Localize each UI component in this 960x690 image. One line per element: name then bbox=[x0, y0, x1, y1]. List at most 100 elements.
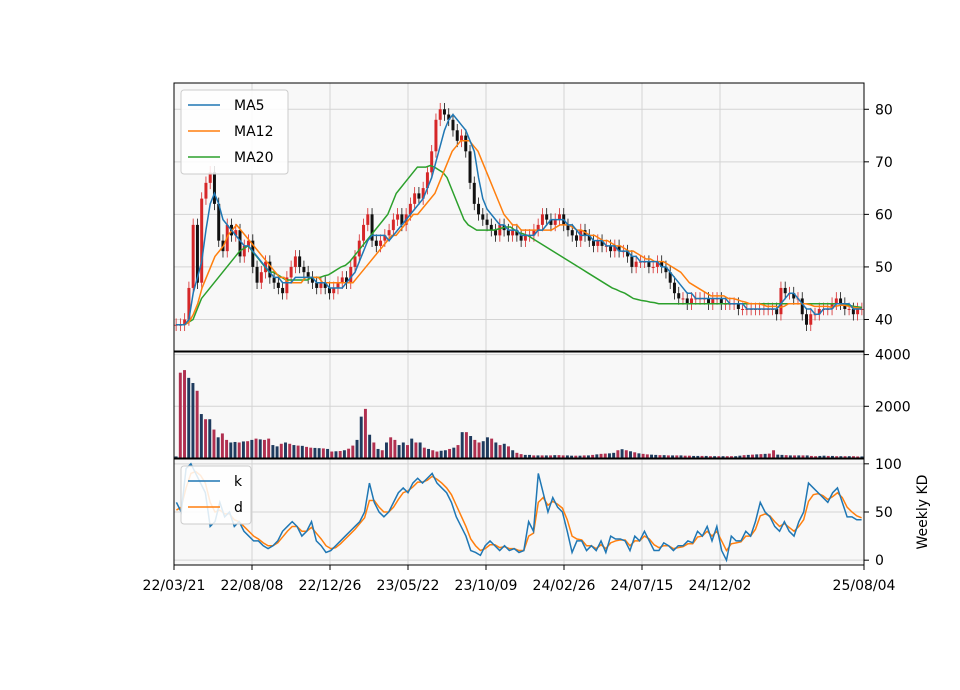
candle-body bbox=[477, 203, 481, 215]
volume-bar bbox=[187, 377, 191, 458]
volume-bar bbox=[553, 455, 557, 458]
candle-body bbox=[741, 308, 745, 310]
volume-bar bbox=[595, 454, 599, 458]
volume-bar bbox=[418, 442, 422, 458]
price-y-tick-label: 50 bbox=[875, 260, 893, 276]
volume-bar bbox=[204, 419, 208, 458]
volume-bar bbox=[822, 455, 826, 458]
candle-body bbox=[634, 261, 638, 267]
candle-body bbox=[609, 245, 613, 252]
x-tick-label: 23/10/09 bbox=[455, 578, 518, 594]
volume-bar bbox=[713, 456, 717, 458]
candle-body bbox=[549, 219, 553, 225]
candle-body bbox=[489, 224, 493, 231]
volume-bar bbox=[300, 445, 304, 458]
candle-body bbox=[464, 135, 468, 152]
price-y-tick-label: 80 bbox=[875, 102, 893, 118]
candle-body bbox=[523, 235, 527, 241]
volume-bar bbox=[384, 442, 388, 458]
candle-body bbox=[690, 298, 693, 304]
candle-body bbox=[575, 235, 578, 241]
candle-body bbox=[468, 151, 472, 183]
volume-bar bbox=[666, 455, 670, 458]
d-line bbox=[176, 470, 862, 552]
volume-bar bbox=[208, 419, 212, 458]
price-y-tick-label: 40 bbox=[875, 312, 893, 328]
volume-bar bbox=[633, 452, 637, 458]
volume-bar bbox=[347, 448, 351, 458]
kd-lines bbox=[175, 462, 862, 563]
candle-body bbox=[613, 245, 617, 252]
volume-bar bbox=[683, 455, 687, 458]
volume-bar bbox=[624, 450, 628, 458]
kd-ylabel: Weekly KD bbox=[915, 475, 931, 550]
legend-label-d: d bbox=[234, 500, 243, 516]
volume-bar bbox=[481, 441, 485, 458]
candle-body bbox=[345, 277, 348, 283]
volume-bar bbox=[363, 408, 367, 458]
volume-bar bbox=[389, 437, 393, 458]
volume-bar bbox=[755, 454, 759, 458]
volume-bar bbox=[359, 416, 363, 458]
candle-body bbox=[668, 272, 672, 283]
volume-bar bbox=[460, 432, 464, 458]
volume-bar bbox=[258, 439, 262, 458]
volume-bar bbox=[826, 455, 830, 458]
volume-bar bbox=[443, 450, 447, 458]
candle-body bbox=[340, 277, 344, 283]
volume-bar bbox=[351, 445, 355, 458]
candle-body bbox=[315, 282, 319, 288]
volume-bar bbox=[847, 456, 851, 458]
volume-bar bbox=[801, 455, 805, 458]
volume-bar bbox=[401, 442, 405, 458]
candle-body bbox=[672, 282, 676, 294]
kd-y-tick-label: 50 bbox=[875, 505, 893, 521]
volume-bar bbox=[641, 453, 645, 458]
volume-bar bbox=[616, 450, 620, 458]
x-tick-label: 24/12/02 bbox=[689, 578, 752, 594]
candle-body bbox=[408, 203, 412, 215]
candle-body bbox=[851, 308, 855, 315]
candle-body bbox=[536, 224, 540, 231]
volume-bar bbox=[511, 450, 515, 458]
candle-body bbox=[455, 130, 459, 141]
candle-body bbox=[494, 230, 498, 236]
candle-body bbox=[681, 298, 685, 300]
volume-bar bbox=[502, 443, 506, 458]
x-tick-label: 22/12/26 bbox=[299, 578, 362, 594]
volume-bar bbox=[776, 454, 780, 458]
volume-bar bbox=[721, 456, 725, 458]
volume-bar bbox=[704, 455, 708, 458]
candle-body bbox=[438, 109, 442, 120]
volume-bar bbox=[763, 453, 767, 458]
volume-bar bbox=[544, 455, 548, 458]
volume-bar bbox=[422, 447, 426, 458]
volume-bar bbox=[498, 445, 502, 458]
volume-bar bbox=[536, 455, 540, 458]
volume-bar bbox=[814, 456, 818, 458]
volume-bar bbox=[292, 445, 296, 458]
candle-body bbox=[383, 235, 387, 241]
volume-bar bbox=[645, 454, 649, 458]
candle-body bbox=[570, 230, 574, 236]
candle-body bbox=[306, 272, 310, 278]
volume-bar bbox=[305, 446, 309, 458]
volume-bar bbox=[793, 455, 797, 458]
volume-bar bbox=[456, 445, 460, 458]
ma5-line bbox=[176, 113, 862, 326]
candle-body bbox=[370, 214, 374, 241]
candle-body bbox=[293, 256, 297, 267]
candle-body bbox=[707, 298, 711, 304]
volume-bar bbox=[191, 383, 195, 458]
candle-body bbox=[323, 282, 327, 288]
volume-bar bbox=[330, 451, 334, 458]
volume-bar bbox=[759, 454, 763, 458]
volume-bar bbox=[494, 442, 498, 458]
candle-body bbox=[336, 282, 340, 288]
volume-bar bbox=[835, 456, 839, 458]
volume-bar bbox=[477, 442, 481, 458]
candle-body bbox=[664, 266, 668, 273]
volume-bar bbox=[599, 453, 603, 458]
volume-bar bbox=[183, 370, 186, 458]
volume-bar bbox=[439, 450, 443, 458]
